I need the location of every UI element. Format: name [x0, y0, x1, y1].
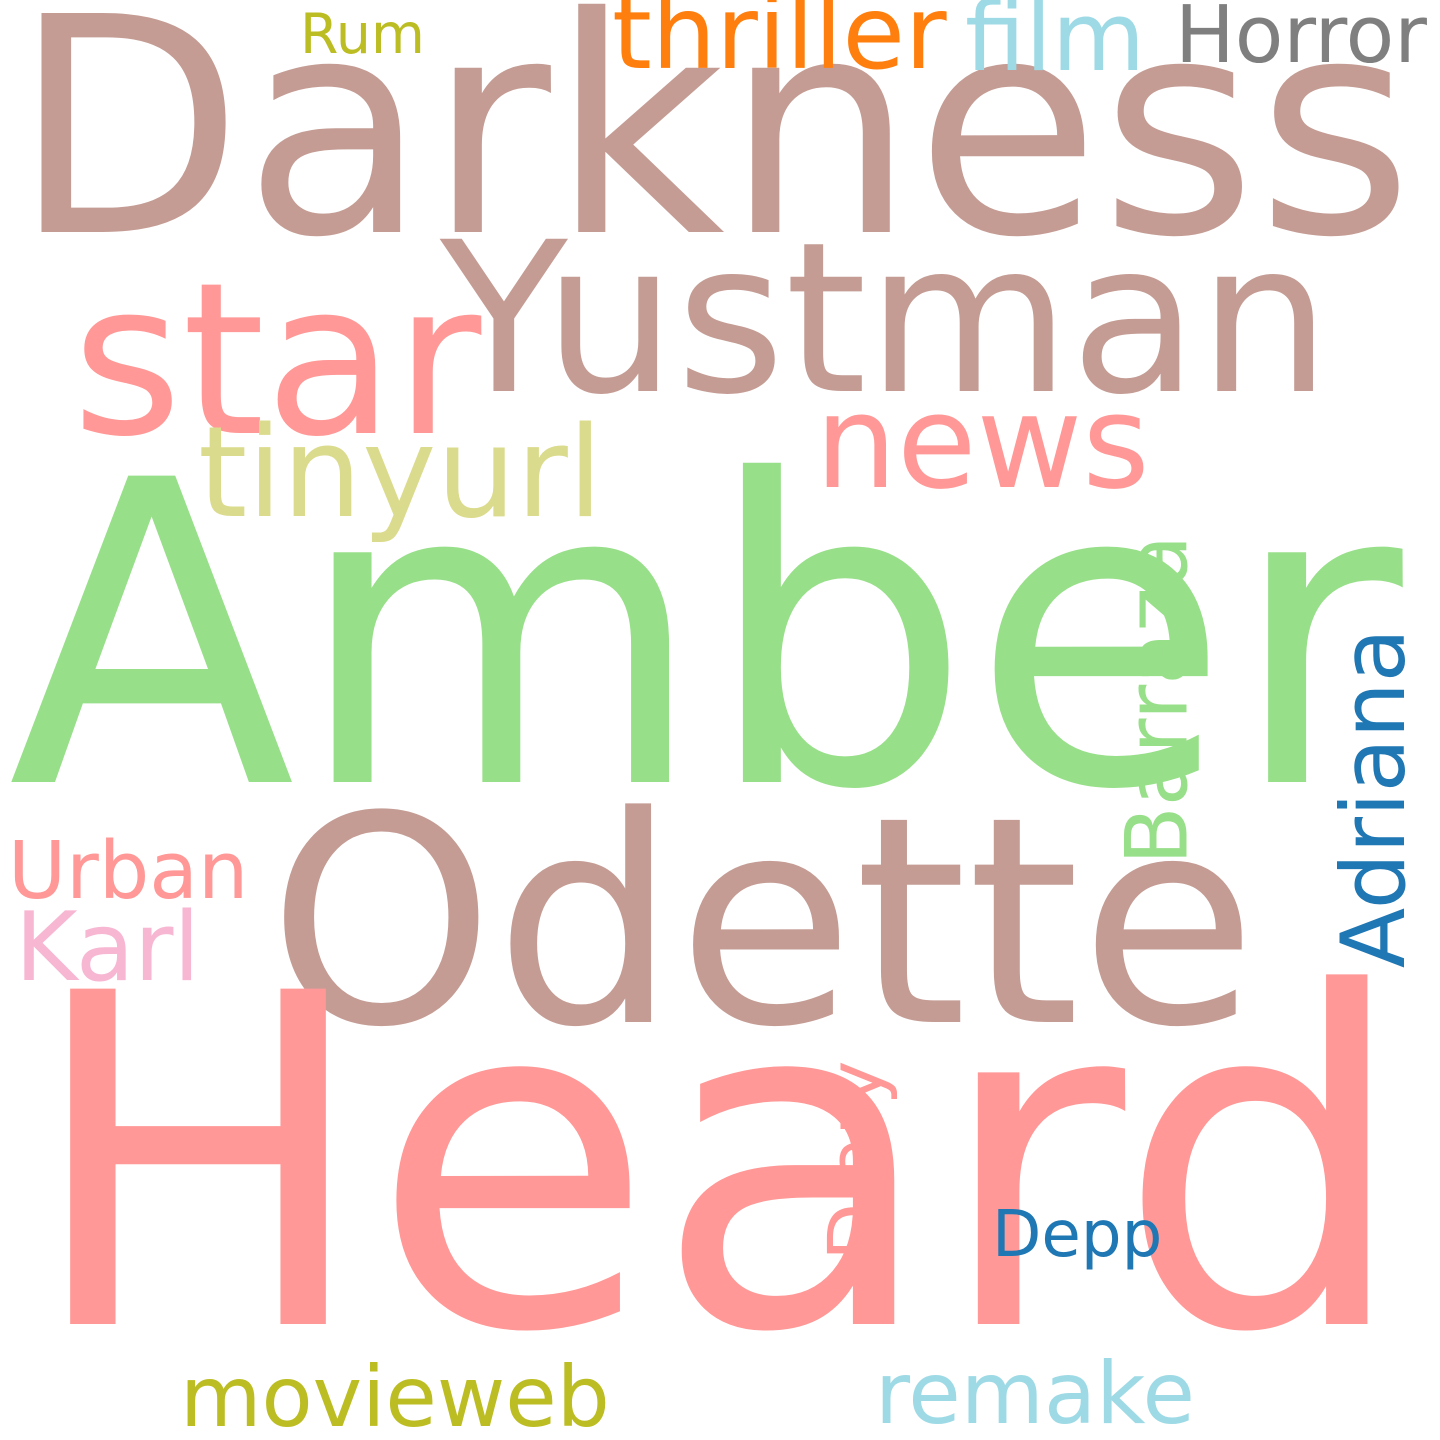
word-amber: Amber: [8, 392, 1403, 882]
word-odette: Odette: [268, 754, 1257, 1090]
word-yustman: Yustman: [440, 197, 1331, 441]
word-darkness: Darkness: [12, 0, 1414, 303]
word-heard: Heard: [25, 897, 1410, 1433]
word-urban: Urban: [8, 823, 249, 917]
word-film: film: [965, 0, 1146, 93]
word-rum: Rum: [300, 2, 425, 67]
word-news: news: [815, 367, 1150, 518]
word-karl: Karl: [15, 892, 200, 1003]
word-movieweb: movieweb: [180, 1347, 610, 1440]
word-depp: Depp: [992, 1197, 1163, 1272]
word-star: star: [72, 236, 482, 483]
word-tinyurl: tinyurl: [198, 398, 603, 546]
word-remake: remake: [875, 1344, 1195, 1440]
word-diary: Diary: [811, 1059, 900, 1261]
word-thriller: thriller: [612, 0, 947, 92]
word-horror: Horror: [1175, 0, 1427, 81]
